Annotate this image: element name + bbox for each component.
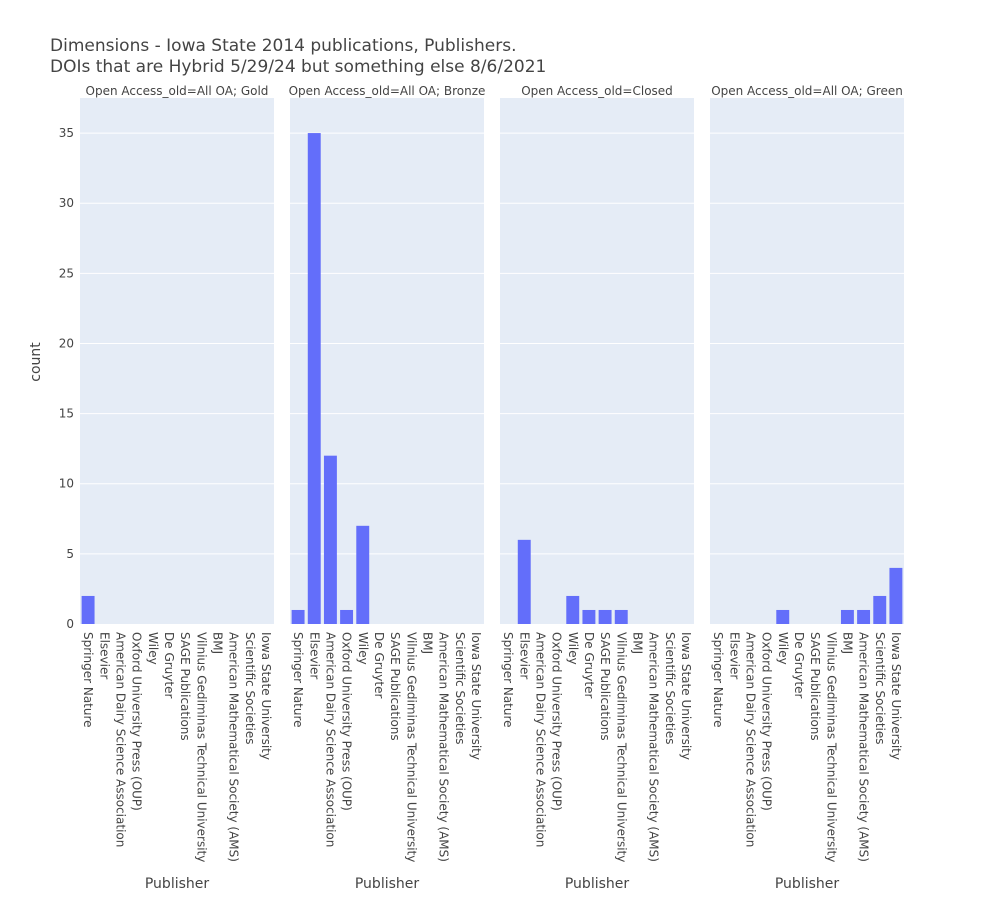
x-tick-label: Oxford University Press (OUP) [340,632,354,811]
x-tick-label: De Gruyter [162,632,176,698]
x-tick-label: SAGE Publications [388,632,402,741]
x-axis-title: Publisher [145,876,210,892]
x-tick-label: Scientific Societies [243,632,257,745]
x-axis-title: Publisher [355,876,420,892]
bar [776,609,790,624]
x-tick-label: BMJ [630,632,644,654]
x-tick-label: SAGE Publications [598,632,612,741]
y-tick-label: 30 [59,196,74,210]
facet-panels: Open Access_old=All OA; Gold Springer Nat… [59,84,904,892]
bar [307,133,321,625]
bar [614,609,628,624]
x-tick-label: American Dairy Science Association [743,632,757,847]
x-tick-label: Vilnius Gediminas Technical University [194,632,208,862]
x-tick-label: Scientific Societies [453,632,467,745]
plot-background [290,98,484,624]
x-tick-label: Oxford University Press (OUP) [550,632,564,811]
x-tick-label: BMJ [210,632,224,654]
facet-panel-3: Open Access_old=Closed Springer Nature Els… [500,84,694,892]
x-tick-label: De Gruyter [792,632,806,698]
x-tick-label: Vilnius Gediminas Technical University [404,632,418,862]
bar [566,595,580,624]
bar [873,595,887,624]
bar [517,539,531,624]
x-tick-label: Oxford University Press (OUP) [760,632,774,811]
y-tick-label: 35 [59,126,74,140]
bar [291,609,305,624]
x-tick-label: Scientific Societies [873,632,887,745]
x-tick-label: BMJ [840,632,854,654]
x-tick-label: American Dairy Science Association [533,632,547,847]
facet-panel-4: Open Access_old=All OA; Green Springer Na… [710,84,904,892]
x-tick-label: American Dairy Science Association [113,632,127,847]
x-tick-label: Wiley [356,632,370,665]
bar [857,609,871,624]
x-tick-label: Springer Nature [291,632,305,728]
x-tick-label: Elsevier [307,632,321,679]
y-tick-label: 15 [59,407,74,421]
facet-panel-1: Open Access_old=All OA; Gold Springer Nat… [80,84,274,892]
bar [582,609,596,624]
x-tick-label: Springer Nature [501,632,515,728]
y-tick-label: 20 [59,336,74,350]
y-tick-label: 5 [66,547,74,561]
x-tick-label: Iowa State University [259,632,273,760]
chart-title-line-2: DOIs that are Hybrid 5/29/24 but somethi… [50,57,546,77]
x-tick-label: American Mathematical Society (AMS) [647,632,661,862]
chart-title-line-1: Dimensions - Iowa State 2014 publication… [50,36,516,56]
bar [323,455,337,624]
plot-background [500,98,694,624]
y-axis-title: count [28,342,44,382]
x-axis-title: Publisher [565,876,630,892]
x-axis-title: Publisher [775,876,840,892]
x-tick-label: American Mathematical Society (AMS) [437,632,451,862]
x-tick-label: Wiley [566,632,580,665]
x-tick-label: Springer Nature [81,632,95,728]
bar [81,595,95,624]
bar [598,609,612,624]
x-tick-label: SAGE Publications [808,632,822,741]
x-tick-label: Wiley [146,632,160,665]
bar [356,525,370,624]
x-tick-label: Vilnius Gediminas Technical University [614,632,628,862]
x-tick-label: Iowa State University [889,632,903,760]
x-tick-label: Elsevier [517,632,531,679]
y-tick-label: 0 [66,617,74,631]
facet-panel-2: Open Access_old=All OA; Bronze Springer N… [289,84,486,892]
plot-background [710,98,904,624]
bar [840,609,854,624]
plot-background [80,98,274,624]
x-tick-label: Iowa State University [469,632,483,760]
facet-title: Open Access_old=All OA; Bronze [289,84,486,98]
x-tick-label: BMJ [420,632,434,654]
facet-title: Open Access_old=All OA; Green [711,84,903,98]
bar [340,609,354,624]
bar [889,567,903,624]
y-tick-label: 10 [59,477,74,491]
x-tick-label: American Mathematical Society (AMS) [857,632,871,862]
x-tick-label: American Mathematical Society (AMS) [227,632,241,862]
x-tick-label: Elsevier [97,632,111,679]
x-tick-label: Oxford University Press (OUP) [130,632,144,811]
x-tick-label: Iowa State University [679,632,693,760]
x-tick-label: Vilnius Gediminas Technical University [824,632,838,862]
x-tick-label: Wiley [776,632,790,665]
x-tick-label: De Gruyter [372,632,386,698]
x-tick-label: American Dairy Science Association [323,632,337,847]
x-tick-label: Elsevier [727,632,741,679]
x-tick-label: SAGE Publications [178,632,192,741]
facet-title: Open Access_old=All OA; Gold [86,84,269,98]
x-tick-label: Scientific Societies [663,632,677,745]
facet-title: Open Access_old=Closed [521,84,673,98]
x-tick-label: Springer Nature [711,632,725,728]
y-tick-label: 25 [59,266,74,280]
x-tick-label: De Gruyter [582,632,596,698]
